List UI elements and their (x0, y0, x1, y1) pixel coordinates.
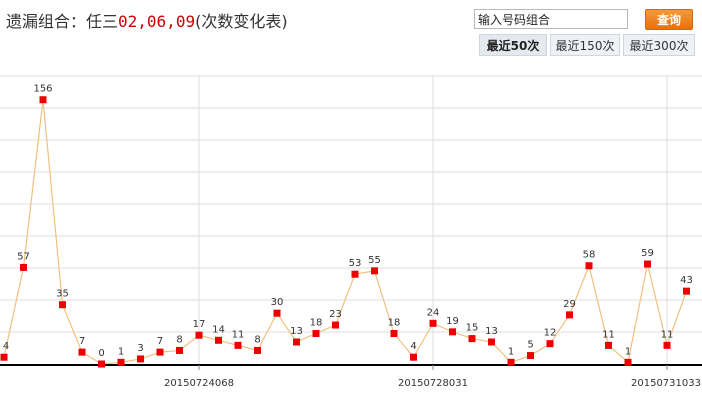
data-label: 11 (232, 329, 245, 340)
data-label: 1 (625, 346, 631, 357)
data-point (195, 331, 203, 339)
data-label: 4 (410, 341, 416, 352)
data-label: 53 (349, 258, 362, 269)
data-point (78, 348, 86, 356)
data-label: 18 (388, 318, 401, 329)
data-label: 15 (466, 323, 479, 334)
data-point (566, 311, 573, 319)
data-point (254, 346, 261, 354)
data-label: 7 (157, 336, 163, 347)
data-label: 156 (33, 84, 52, 95)
data-point (644, 260, 651, 268)
data-point (546, 340, 554, 348)
data-label: 35 (56, 289, 69, 300)
data-point (468, 335, 476, 343)
data-point (605, 341, 612, 349)
data-point (683, 287, 690, 295)
data-point (156, 348, 164, 356)
data-point (293, 338, 300, 346)
x-tick-label: 20150731033 (631, 378, 701, 389)
data-point (429, 319, 437, 327)
data-point (20, 263, 27, 271)
data-label: 12 (544, 328, 557, 339)
x-tick-label: 20150724068 (164, 378, 234, 389)
tab-recent-300[interactable]: 最近300次 (623, 34, 695, 56)
data-label: 19 (446, 316, 459, 327)
data-point (39, 96, 47, 104)
data-label: 0 (98, 348, 104, 359)
tab-recent-50[interactable]: 最近50次 (479, 34, 547, 56)
data-point (137, 355, 144, 363)
data-point (585, 262, 593, 270)
data-label: 24 (427, 307, 440, 318)
data-label: 4 (3, 341, 9, 352)
title-prefix: 遗漏组合：任三 (6, 12, 119, 31)
data-point (507, 358, 515, 366)
data-label: 13 (290, 326, 303, 337)
page-title: 遗漏组合：任三02,06,09(次数变化表) (6, 8, 288, 32)
data-label: 1 (508, 346, 514, 357)
data-label: 13 (485, 326, 498, 337)
data-label: 58 (583, 250, 596, 261)
data-label: 8 (254, 334, 260, 345)
data-point (98, 360, 105, 368)
data-label: 29 (563, 299, 576, 310)
combination-search-input[interactable] (474, 9, 628, 29)
data-point (0, 353, 8, 361)
data-label: 30 (271, 297, 284, 308)
title-numbers: 02,06,09 (118, 12, 196, 31)
data-point (234, 341, 242, 349)
data-point (117, 358, 125, 366)
data-point (449, 328, 456, 336)
data-point (410, 353, 417, 361)
data-point (663, 341, 671, 349)
data-label: 1 (118, 346, 124, 357)
data-point (312, 330, 320, 338)
data-label: 3 (137, 343, 143, 354)
data-label: 57 (17, 251, 30, 262)
data-point (176, 346, 183, 354)
data-point (59, 301, 66, 309)
data-label: 59 (641, 248, 654, 259)
data-point (624, 358, 632, 366)
x-tick-label: 20150728031 (398, 378, 468, 389)
series-line (3, 99, 688, 365)
data-point (390, 330, 398, 338)
data-label: 5 (527, 340, 533, 351)
data-label: 11 (661, 329, 674, 340)
data-point (371, 267, 378, 275)
data-point (215, 336, 222, 344)
title-suffix: (次数变化表) (195, 12, 288, 31)
query-button[interactable]: 查询 (645, 9, 693, 30)
data-label: 43 (680, 275, 693, 286)
data-label: 18 (310, 318, 323, 329)
data-label: 55 (368, 255, 381, 266)
data-label: 8 (176, 334, 182, 345)
tab-recent-150[interactable]: 最近150次 (550, 34, 620, 56)
data-label: 23 (329, 309, 342, 320)
data-label: 11 (602, 329, 615, 340)
data-point (488, 338, 495, 346)
data-label: 7 (79, 336, 85, 347)
data-label: 17 (193, 319, 206, 330)
data-point (332, 321, 339, 329)
data-point (273, 309, 281, 317)
data-label: 14 (212, 324, 225, 335)
data-point (527, 352, 534, 360)
data-point (351, 270, 359, 278)
